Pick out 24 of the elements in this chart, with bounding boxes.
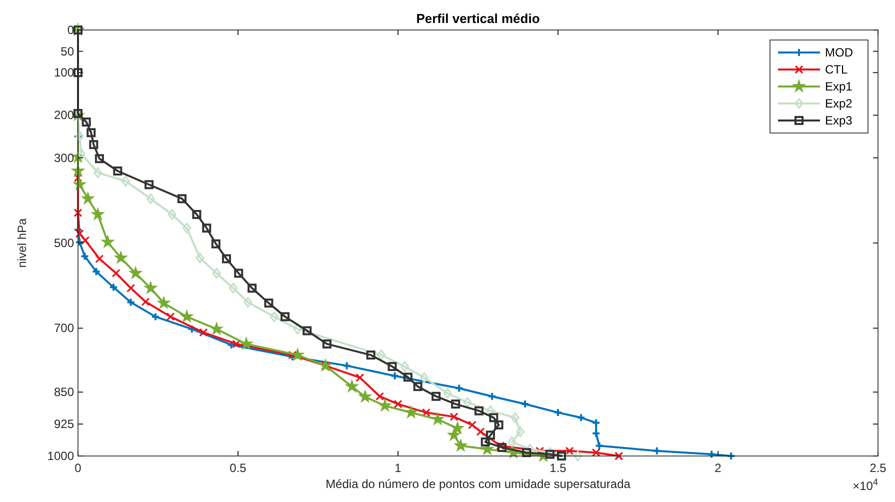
y-tick-label: 925 — [54, 417, 74, 432]
legend-label: Exp1 — [825, 80, 853, 94]
y-tick-label: 850 — [54, 385, 74, 400]
y-tick-label: 0 — [67, 23, 74, 37]
y-tick-label: 200 — [54, 108, 74, 122]
x-axis-title: Média do número de pontos com umidade supersaturada — [326, 477, 631, 491]
y-axis-title: nivel hPa — [15, 218, 29, 268]
y-tick-label: 300 — [54, 150, 74, 165]
legend-label: CTL — [825, 62, 848, 76]
legend-label: MOD — [825, 46, 854, 60]
y-tick-label: 700 — [54, 321, 74, 336]
legend-label: Exp2 — [825, 96, 853, 110]
y-tick-label: 500 — [54, 236, 74, 250]
y-tick-label: 50 — [60, 44, 74, 58]
x-tick-label: 2.5 — [870, 461, 887, 475]
text: ×10$^{4}$ — [852, 477, 878, 493]
y-tick-label: 1000 — [47, 449, 74, 463]
x-tick-label: 0.5 — [230, 461, 247, 475]
x-tick-label: 1.5 — [550, 461, 567, 475]
y-tick-label: 100 — [54, 66, 74, 80]
x-tick-label: 2 — [714, 461, 722, 475]
chart-title: Perfil vertical médio — [416, 11, 540, 26]
legend-label: Exp3 — [825, 114, 853, 128]
x-tick-label: 1 — [394, 461, 402, 475]
